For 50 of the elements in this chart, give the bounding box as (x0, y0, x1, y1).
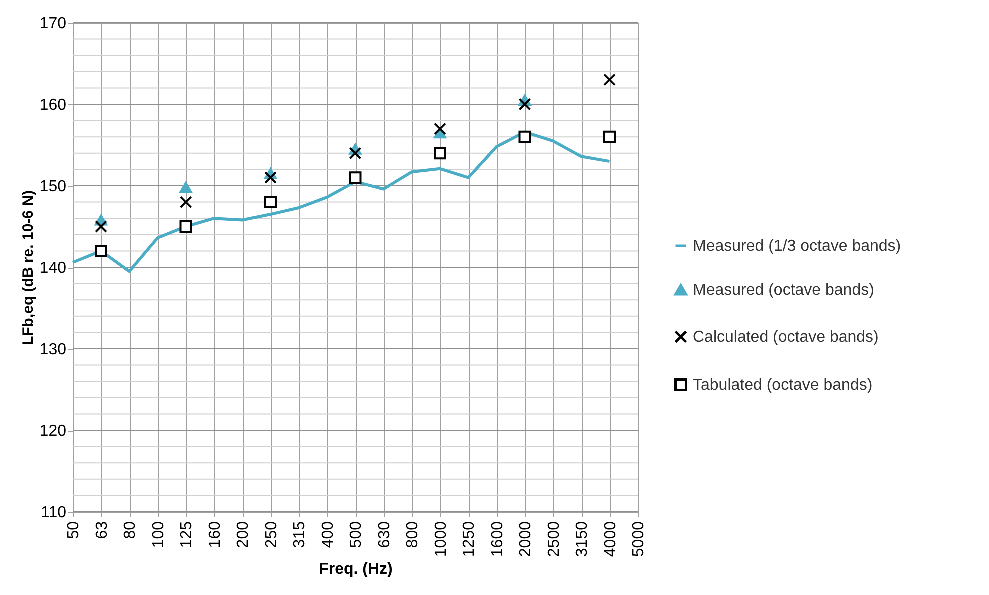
point (349, 147, 362, 160)
x-tick-label: 50 (66, 521, 82, 540)
x-tick-label: 315 (292, 521, 308, 548)
y-tick-label: 150 (40, 178, 67, 196)
legend-label: Calculated (octave bands) (693, 329, 879, 346)
x-tick-label: 63 (94, 521, 111, 540)
x-tick-label: 3150 (574, 521, 591, 558)
x-tick-label: 1000 (432, 521, 450, 558)
x-tick-label: 400 (320, 521, 337, 548)
point (180, 220, 192, 233)
y-tick-label: 140 (40, 260, 67, 277)
point (518, 98, 532, 111)
line-series (72, 130, 612, 274)
point (434, 122, 446, 136)
legend-label: Tabulated (octave bands) (693, 377, 873, 394)
x-tick-label: 125 (178, 521, 196, 548)
point (180, 182, 192, 194)
y-tick-label: 120 (40, 423, 67, 440)
x-tick-label: 1600 (489, 521, 506, 558)
point (264, 196, 277, 209)
x-tick-label: 80 (122, 521, 139, 540)
x-tick-label: 250 (263, 521, 280, 548)
legend-label: Measured (octave bands) (693, 282, 874, 299)
x-axis-title: Freq. (Hz) (319, 561, 393, 578)
y-axis-title: LFb,eq (dB re. 10-6 N) (20, 190, 37, 346)
legend-label: Measured (1/3 octave bands) (693, 238, 902, 255)
x-tick-label: 500 (348, 521, 365, 548)
x-tick-label: 1250 (461, 521, 478, 558)
point (264, 172, 277, 184)
x-tick-label: 630 (376, 521, 394, 548)
point (95, 244, 108, 258)
y-tick-label: 110 (40, 504, 67, 522)
y-tick-label: 160 (40, 97, 67, 114)
x-tick-label: 2000 (518, 521, 534, 558)
x-tick-label: 100 (150, 521, 168, 548)
point (604, 130, 616, 144)
point (604, 74, 616, 86)
y-tick-label: 170 (40, 16, 67, 32)
x-tick-label: 160 (206, 521, 224, 548)
x-tick-label: 800 (404, 521, 422, 548)
x-tick-label: 4000 (602, 521, 620, 558)
point (95, 220, 108, 233)
x-tick-label: 5000 (630, 521, 648, 558)
point (180, 196, 192, 209)
point (349, 172, 362, 184)
x-tick-label: 200 (235, 521, 252, 548)
x-tick-label: 2500 (546, 521, 563, 558)
y-tick-label: 130 (40, 342, 67, 358)
point (518, 130, 532, 144)
point (434, 147, 446, 160)
